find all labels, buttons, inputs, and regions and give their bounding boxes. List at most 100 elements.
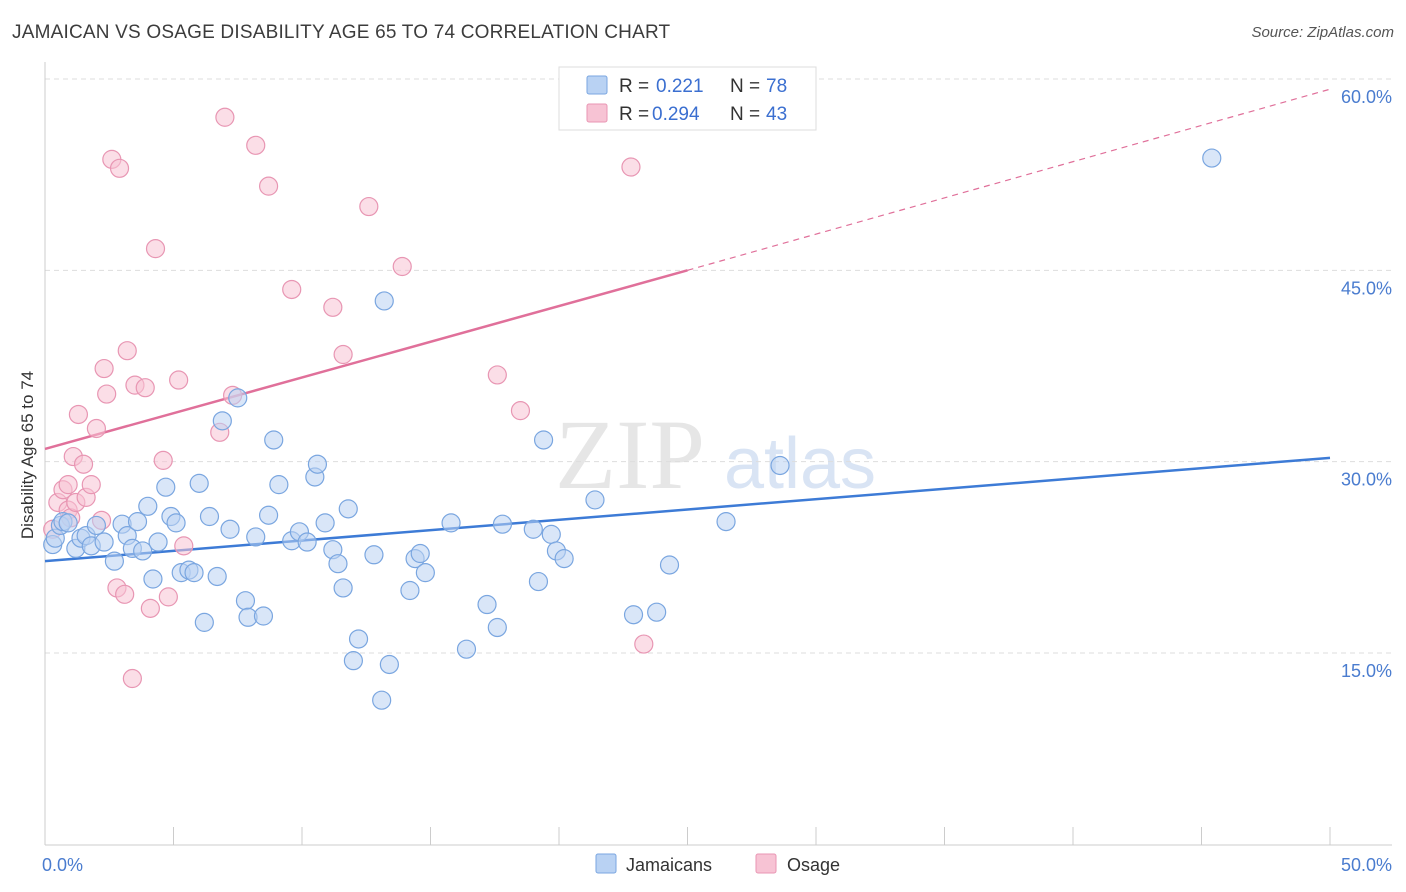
point-jamaicans	[189, 473, 209, 493]
point-osage	[97, 384, 117, 404]
legend-n-label-2: N =	[730, 104, 760, 125]
point-osage	[109, 158, 130, 178]
bottom-legend-jamaicans: Jamaicans	[626, 855, 712, 875]
point-jamaicans	[264, 430, 284, 450]
stats-legend: R = 0.221 N = 78 R = 0.294 N = 43	[558, 66, 817, 131]
legend-swatch-osage	[586, 103, 608, 123]
point-osage	[117, 341, 137, 361]
point-jamaicans	[372, 690, 392, 710]
trend-extension-1	[687, 88, 1331, 271]
legend-n-value-2: 43	[766, 104, 787, 125]
point-jamaicans	[716, 512, 736, 532]
y-axis-title: Disability Age 65 to 74	[18, 371, 37, 539]
point-jamaicans	[338, 499, 358, 519]
point-osage	[282, 279, 302, 300]
point-jamaicans	[477, 594, 497, 615]
point-osage	[359, 196, 379, 217]
point-jamaicans	[328, 554, 348, 574]
point-jamaicans	[315, 513, 335, 533]
source-note: Source: ZipAtlas.com	[1251, 24, 1394, 41]
point-jamaicans	[456, 639, 477, 659]
watermark-atlas: atlas	[724, 424, 876, 504]
point-osage	[215, 107, 235, 127]
axes	[44, 62, 1392, 846]
point-osage	[510, 401, 531, 421]
point-jamaicans	[246, 527, 266, 547]
point-osage	[169, 370, 189, 390]
legend-swatch-jamaicans	[586, 75, 608, 95]
point-jamaicans	[659, 555, 680, 575]
point-osage	[115, 584, 135, 604]
grid-lines	[45, 78, 1392, 654]
point-jamaicans	[410, 543, 430, 564]
point-osage	[94, 358, 114, 379]
point-jamaicans	[523, 519, 543, 539]
point-jamaicans	[58, 513, 78, 533]
point-jamaicans	[528, 571, 549, 592]
point-jamaicans	[138, 496, 158, 516]
point-jamaicans	[148, 532, 168, 552]
legend-r-value-2: 0.294	[652, 104, 700, 125]
point-jamaicans	[228, 388, 248, 408]
point-jamaicans	[269, 475, 289, 495]
point-jamaicans	[441, 513, 461, 533]
point-jamaicans	[492, 514, 513, 534]
point-jamaicans	[86, 515, 107, 536]
x-tick-label: 0.0%	[42, 855, 83, 875]
series-legend: Jamaicans Osage	[595, 853, 840, 875]
point-jamaicans	[199, 506, 220, 527]
point-osage	[58, 475, 78, 495]
point-jamaicans	[220, 519, 240, 539]
point-jamaicans	[379, 654, 399, 675]
chart-title: JAMAICAN VS OSAGE DISABILITY AGE 65 TO 7…	[12, 22, 671, 43]
legend-r-value-1: 0.221	[656, 76, 704, 97]
bottom-legend-osage: Osage	[787, 855, 840, 875]
point-osage	[68, 404, 89, 425]
point-jamaicans	[647, 602, 667, 622]
point-osage	[145, 239, 166, 259]
point-osage	[153, 450, 173, 470]
point-jamaicans	[104, 551, 124, 571]
point-osage	[258, 176, 279, 196]
point-jamaicans	[253, 606, 274, 626]
point-osage	[86, 418, 107, 439]
point-jamaicans	[156, 477, 176, 497]
point-jamaicans	[212, 411, 232, 431]
y-tick-label: 60.0%	[1341, 87, 1392, 107]
point-jamaicans	[194, 612, 214, 632]
point-jamaicans	[415, 563, 435, 583]
point-osage	[621, 157, 641, 177]
point-osage	[487, 365, 507, 385]
point-osage	[122, 668, 142, 689]
data-points	[43, 107, 1222, 710]
point-jamaicans	[623, 605, 644, 625]
y-tick-label: 30.0%	[1341, 470, 1392, 490]
legend-r-label-1: R =	[619, 76, 649, 97]
point-jamaicans	[400, 580, 420, 601]
point-jamaicans	[585, 490, 605, 510]
point-jamaicans	[143, 569, 163, 589]
legend-n-label-1: N =	[730, 76, 760, 97]
point-jamaicans	[297, 532, 317, 552]
point-osage	[174, 536, 194, 556]
point-osage	[158, 587, 178, 607]
point-jamaicans	[258, 505, 279, 525]
point-osage	[634, 634, 654, 654]
watermark-zip: ZIP	[555, 399, 705, 510]
point-jamaicans	[554, 549, 574, 569]
point-jamaicans	[133, 541, 153, 561]
point-jamaicans	[184, 563, 204, 583]
bottom-legend-swatch-jamaicans	[595, 853, 617, 874]
point-osage	[392, 256, 412, 277]
point-osage	[323, 297, 343, 317]
point-osage	[140, 598, 160, 618]
y-tick-label: 45.0%	[1341, 278, 1392, 298]
point-jamaicans	[127, 512, 148, 532]
point-osage	[333, 344, 353, 365]
point-jamaicans	[487, 617, 507, 638]
point-jamaicans	[364, 545, 384, 565]
point-jamaicans	[343, 651, 363, 671]
bottom-legend-swatch-osage	[755, 853, 777, 874]
legend-n-value-1: 78	[766, 76, 787, 97]
point-jamaicans	[307, 454, 328, 474]
